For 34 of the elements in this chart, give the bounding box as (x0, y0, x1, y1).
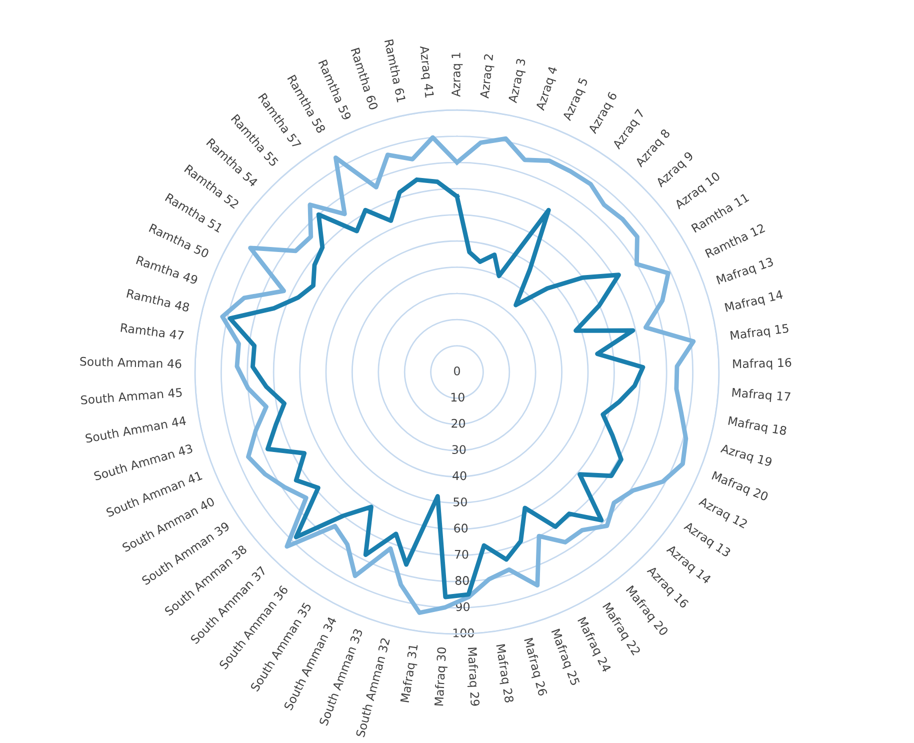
spoke-label: Mafraq 14 (724, 290, 784, 314)
spoke-label: South Amman 44 (85, 416, 186, 443)
y-tick-label: 30 (452, 445, 466, 454)
spoke-label: Ramtha 48 (126, 288, 190, 312)
spoke-label: Ramtha 47 (120, 322, 184, 340)
spoke-label: Mafraq 13 (716, 256, 774, 287)
y-tick-label: 0 (454, 366, 460, 376)
spoke-label: Ramtha 61 (384, 39, 406, 102)
y-tick-label: 10 (451, 392, 464, 402)
spoke-label: Azraq 19 (720, 444, 772, 469)
spoke-label: Azraq 41 (418, 46, 434, 98)
y-tick-label: 80 (455, 576, 469, 585)
spoke-label: Mafraq 16 (733, 358, 792, 371)
y-tick-label: 60 (454, 524, 468, 533)
spoke-label: Mafraq 17 (732, 388, 790, 404)
y-tick-label: 70 (454, 550, 468, 559)
y-tick-label: 40 (452, 471, 466, 480)
y-tick-label: 20 (452, 418, 466, 428)
spoke-label: Mafraq 28 (494, 644, 514, 704)
spoke-label: Azraq 3 (508, 58, 528, 104)
spoke-label: Azraq 2 (480, 54, 496, 99)
spoke-label: Mafraq 15 (730, 323, 789, 342)
y-tick-label: 50 (454, 497, 467, 506)
spoke-label: Mafraq 31 (400, 644, 420, 703)
spoke-label: Azraq 1 (452, 52, 463, 97)
spoke-label: Mafraq 26 (522, 638, 548, 697)
spoke-label: Mafraq 29 (466, 648, 480, 706)
spoke-label: Azraq 4 (536, 66, 560, 112)
spoke-label: Mafraq 25 (549, 628, 580, 687)
spoke-label: South Amman 46 (80, 356, 182, 368)
spoke-label: Ramtha 60 (350, 48, 379, 110)
spoke-label: Mafraq 18 (728, 416, 787, 438)
spoke-label: South Amman 45 (80, 388, 182, 405)
spoke-label: Mafraq 30 (434, 647, 449, 706)
